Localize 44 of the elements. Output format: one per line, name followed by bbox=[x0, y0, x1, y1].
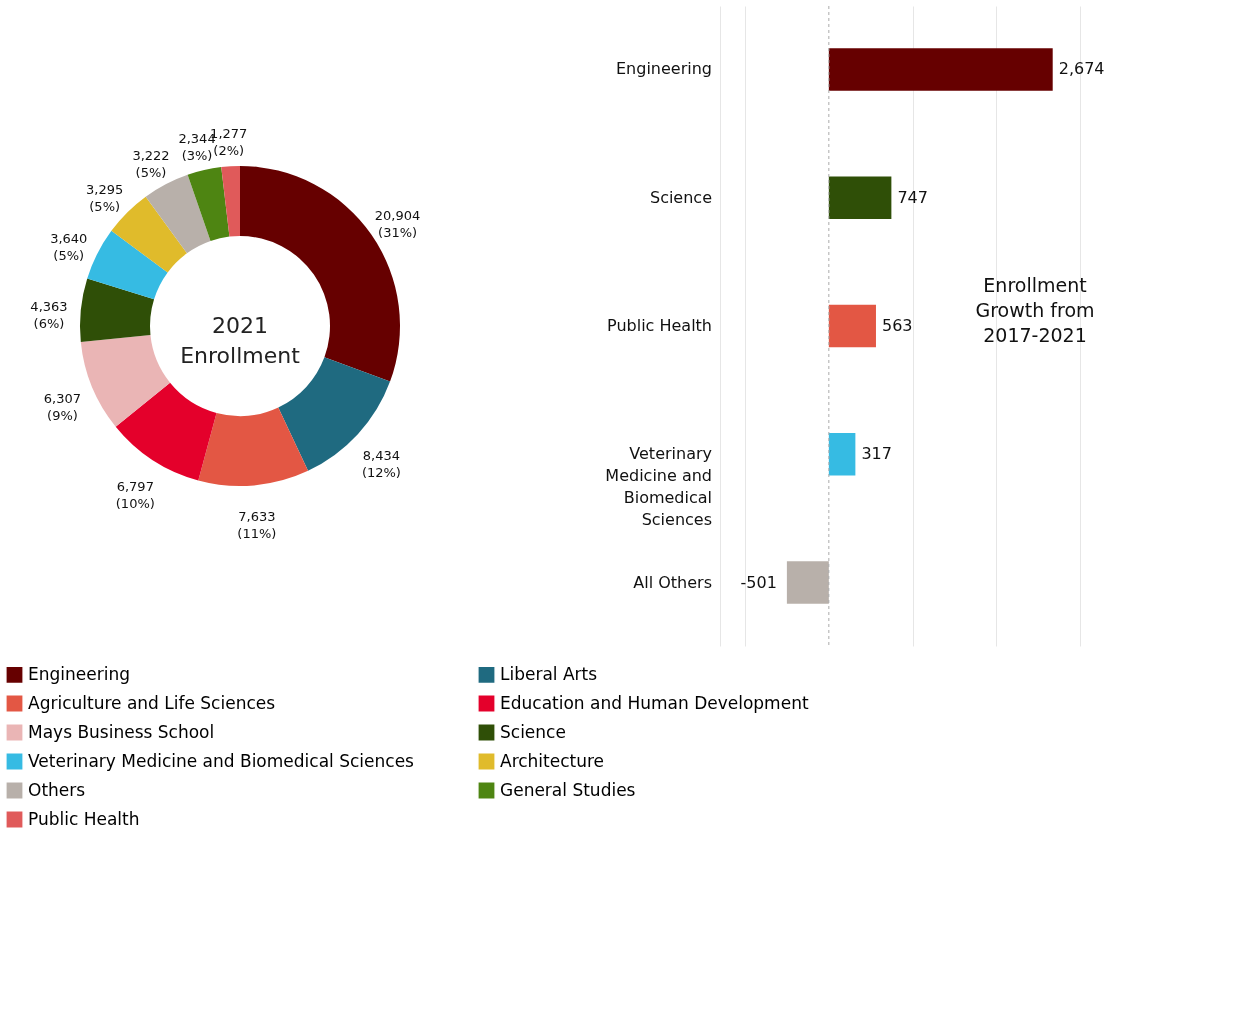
data-label: 317 bbox=[861, 444, 892, 464]
bar bbox=[828, 48, 1053, 91]
donut-slice bbox=[187, 167, 230, 241]
category-label: All Others bbox=[633, 572, 712, 592]
donut-slice bbox=[80, 335, 171, 427]
data-label: 20,904 (31%) bbox=[374, 208, 421, 241]
data-label: -501 bbox=[740, 572, 777, 592]
data-label: 3,640 (5%) bbox=[50, 231, 88, 264]
bar bbox=[828, 176, 892, 219]
category-label: Public Health bbox=[607, 316, 712, 335]
text: 2021 Enrollment bbox=[180, 313, 301, 368]
data-label: 6,797 (10%) bbox=[115, 478, 155, 511]
data-label: 4,363 (6%) bbox=[30, 298, 68, 331]
bar bbox=[828, 304, 876, 348]
legend-label: Liberal Arts bbox=[500, 663, 598, 684]
data-label: 8,434 (12%) bbox=[361, 447, 401, 480]
donut-slice bbox=[198, 407, 309, 486]
bar bbox=[828, 433, 856, 476]
category-label: Engineering bbox=[616, 59, 712, 79]
donut-slice bbox=[87, 230, 168, 300]
donut-slice bbox=[80, 278, 155, 342]
data-label: 3,295 (5%) bbox=[86, 181, 124, 214]
data-label: 747 bbox=[897, 187, 928, 207]
donut-slice bbox=[221, 166, 240, 237]
data-label: 563 bbox=[881, 316, 913, 335]
legend-label: Mays Business School bbox=[28, 721, 215, 742]
legend-label: Science bbox=[500, 721, 566, 742]
legend-label: Architecture bbox=[500, 750, 605, 771]
bar bbox=[786, 561, 829, 604]
data-label: 3,222 (5%) bbox=[132, 147, 170, 180]
data-label: 7,633 (11%) bbox=[237, 509, 277, 542]
donut-slice bbox=[115, 382, 217, 481]
legend-label: Veterinary Medicine and Biomedical Sciences bbox=[28, 750, 415, 771]
data-label: 2,674 bbox=[1058, 59, 1105, 79]
legend-label: General Studies bbox=[500, 779, 636, 800]
legend-label: Education and Human Development bbox=[500, 692, 809, 713]
text: Enrollment Growth from 2017-2021 bbox=[975, 274, 1095, 346]
category-label: Science bbox=[649, 187, 712, 207]
legend-label: Others bbox=[28, 779, 86, 800]
category-label: Veterinary Medicine and Biomedical Sciences bbox=[605, 444, 712, 530]
legend-label: Engineering bbox=[28, 663, 130, 684]
data-label: 6,307 (9%) bbox=[43, 391, 82, 424]
legend-label: Agriculture and Life Sciences bbox=[28, 692, 276, 713]
legend-label: Public Health bbox=[28, 808, 140, 829]
